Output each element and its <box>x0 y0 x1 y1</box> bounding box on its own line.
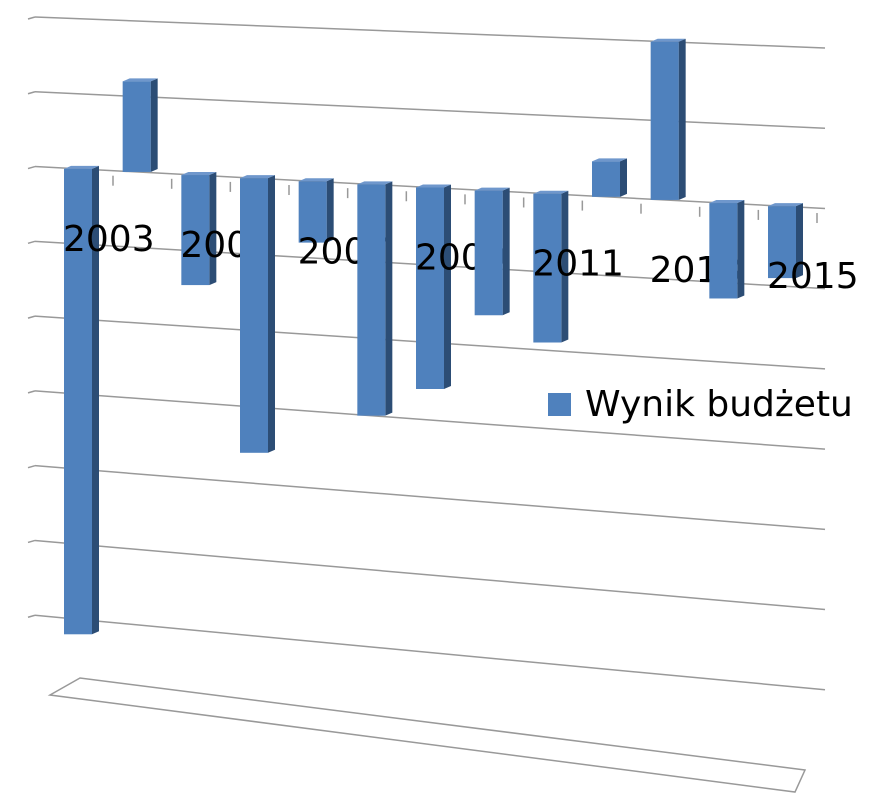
bar-top <box>592 158 627 162</box>
bar <box>768 206 796 279</box>
bar-side <box>444 184 451 389</box>
grid-line <box>34 464 826 531</box>
grid-line <box>34 539 826 611</box>
tick-mark <box>27 539 36 544</box>
tick-mark <box>27 91 36 95</box>
x-tick-label: 2003 <box>63 219 155 260</box>
bar-side <box>561 190 569 343</box>
bar-top <box>709 200 745 204</box>
floor <box>47 677 807 793</box>
bar-side <box>268 175 275 453</box>
tick-mark <box>27 16 36 20</box>
grid-line <box>34 91 826 129</box>
bar <box>474 190 503 316</box>
bar <box>533 193 562 343</box>
grid-line <box>34 16 826 49</box>
bar-side <box>620 158 627 197</box>
bar-top <box>122 78 158 82</box>
bar-top <box>64 165 99 169</box>
bar-top <box>357 181 393 185</box>
bar <box>122 81 151 172</box>
bar <box>181 175 210 286</box>
bar-top <box>240 175 275 179</box>
bar-top <box>474 187 510 191</box>
tick-mark <box>27 464 36 469</box>
grid-line <box>34 390 826 450</box>
bar <box>240 178 268 453</box>
bar <box>592 161 620 197</box>
bar-side <box>796 203 803 279</box>
x-tick-label: 2011 <box>532 244 624 285</box>
bar-top <box>768 203 803 207</box>
bar-side <box>737 200 745 299</box>
bar <box>650 41 679 200</box>
bar-side <box>326 178 334 243</box>
tick-mark <box>27 614 36 618</box>
bar <box>298 181 327 243</box>
bar <box>709 203 738 299</box>
bar-top <box>298 178 334 182</box>
bar-side <box>502 187 510 316</box>
bar-top <box>650 38 686 42</box>
legend-label: Wynik budżetu <box>585 384 853 425</box>
bar-top <box>533 190 569 194</box>
tick-mark <box>27 165 36 170</box>
bar <box>357 184 386 416</box>
bar-side <box>678 38 686 200</box>
bar <box>64 168 92 635</box>
tick-mark <box>27 240 36 245</box>
bar <box>416 187 444 389</box>
tick-mark <box>27 315 36 319</box>
legend-swatch <box>548 393 571 416</box>
bar-side <box>385 181 393 416</box>
bar-side <box>92 165 99 635</box>
bar-side <box>150 78 158 172</box>
tick-mark <box>27 390 36 394</box>
grid-line <box>34 614 826 691</box>
bar-top <box>181 172 217 176</box>
x-tick-label: 2015 <box>767 256 859 297</box>
bar-side <box>209 172 217 286</box>
bar-top <box>416 184 451 188</box>
